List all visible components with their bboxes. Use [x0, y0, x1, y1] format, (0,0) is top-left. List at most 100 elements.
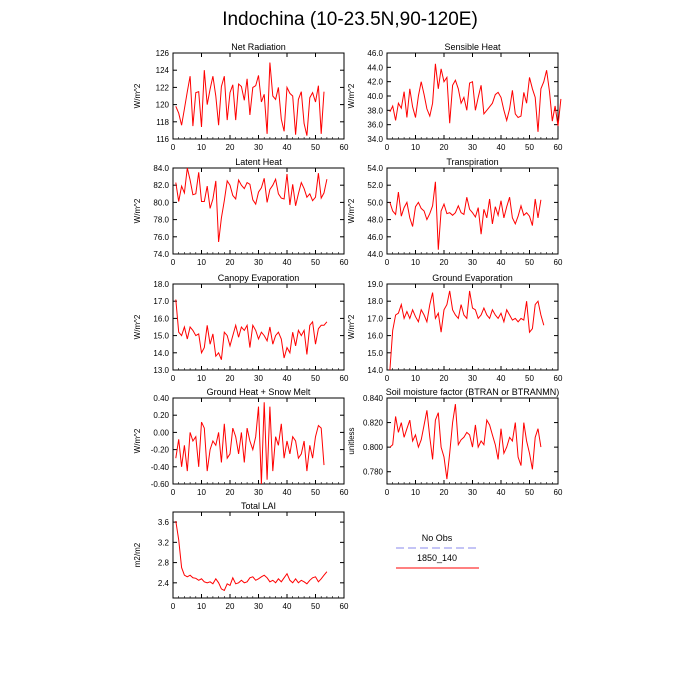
x-tick-label: 50: [311, 488, 320, 497]
x-tick-label: 10: [197, 488, 206, 497]
y-axis-label: W/m^2: [347, 83, 356, 108]
y-tick-label: 38.0: [367, 106, 383, 115]
y-tick-label: 82.0: [153, 181, 169, 190]
panel-5: Ground Evaporation W/m^2 0 10 20 30 40 50 60 14.0…: [347, 273, 563, 383]
y-tick-label: 74.0: [153, 250, 169, 259]
legend-label: 1850_140: [417, 553, 457, 563]
series-line: [389, 63, 562, 132]
series-line: [389, 404, 542, 480]
y-tick-label: 34.0: [367, 135, 383, 144]
panel-7: Soil moisture factor (BTRAN or BTRANMN) u…: [347, 387, 563, 497]
y-tick-label: 2.4: [158, 579, 170, 588]
x-tick-label: 50: [311, 602, 320, 611]
x-tick-label: 10: [197, 374, 206, 383]
legend: No Obs 1850_140: [396, 533, 479, 569]
y-tick-label: 46.0: [367, 233, 383, 242]
x-tick-label: 0: [171, 488, 176, 497]
x-tick-label: 40: [497, 143, 506, 152]
y-tick-label: 3.2: [158, 538, 170, 547]
y-tick-label: 76.0: [153, 233, 169, 242]
x-tick-label: 30: [254, 258, 263, 267]
panel-0: Net Radiation W/m^2 0 10 20 30 40 50 60 116 118 120…: [133, 42, 349, 152]
y-tick-label: 44.0: [367, 63, 383, 72]
series-line: [175, 521, 328, 592]
y-tick-label: 18.0: [367, 297, 383, 306]
x-tick-label: 40: [283, 258, 292, 267]
y-axis-label: m2/m2: [133, 542, 142, 567]
y-tick-label: 54.0: [367, 164, 383, 173]
x-tick-label: 60: [340, 374, 349, 383]
x-tick-label: 30: [254, 143, 263, 152]
x-tick-label: 60: [340, 488, 349, 497]
panel-title: Ground Heat + Snow Melt: [207, 387, 311, 397]
x-tick-label: 0: [385, 258, 390, 267]
x-tick-label: 60: [340, 602, 349, 611]
x-tick-label: 10: [411, 143, 420, 152]
y-tick-label: 36.0: [367, 121, 383, 130]
y-tick-label: 17.0: [367, 314, 383, 323]
y-tick-label: 0.780: [363, 468, 384, 477]
x-tick-label: 40: [283, 143, 292, 152]
y-tick-label: 3.6: [158, 518, 170, 527]
y-tick-label: 48.0: [367, 216, 383, 225]
x-tick-label: 10: [411, 258, 420, 267]
panel-8: Total LAI m2/m2 0 10 20 30 40 50 60 2.4 2.8 3.2 3.6: [133, 501, 349, 611]
x-tick-label: 30: [254, 602, 263, 611]
panel-title: Net Radiation: [231, 42, 286, 52]
y-axis-label: W/m^2: [133, 198, 142, 223]
legend-label: No Obs: [422, 533, 453, 543]
plot-frame: [172, 511, 345, 599]
y-tick-label: 17.0: [153, 297, 169, 306]
series-line: [175, 62, 325, 136]
x-tick-label: 30: [468, 143, 477, 152]
x-tick-label: 30: [468, 258, 477, 267]
x-tick-label: 40: [283, 488, 292, 497]
panel-title: Ground Evaporation: [432, 273, 513, 283]
x-tick-label: 50: [525, 258, 534, 267]
y-tick-label: 84.0: [153, 164, 169, 173]
x-tick-label: 10: [411, 374, 420, 383]
y-tick-label: 0.840: [363, 394, 384, 403]
x-tick-label: 60: [340, 258, 349, 267]
series-line: [175, 402, 325, 485]
panel-title: Latent Heat: [235, 157, 282, 167]
series-line: [389, 290, 545, 371]
y-tick-label: 14.0: [367, 366, 383, 375]
x-tick-label: 40: [283, 374, 292, 383]
x-tick-label: 0: [385, 143, 390, 152]
x-tick-label: 50: [525, 374, 534, 383]
plot-frame: [386, 167, 559, 255]
panel-1: Sensible Heat W/m^2 0 10 20 30 40 50 60 34.0 36.0 3…: [347, 42, 563, 152]
y-axis-label: W/m^2: [347, 198, 356, 223]
x-tick-label: 30: [468, 374, 477, 383]
panel-title: Sensible Heat: [444, 42, 501, 52]
series-line: [389, 181, 542, 250]
x-tick-label: 20: [226, 488, 235, 497]
y-tick-label: 2.8: [158, 559, 170, 568]
panel-2: Latent Heat W/m^2 0 10 20 30 40 50 60 74.0 76.0 78.…: [133, 157, 349, 267]
x-tick-label: 10: [197, 258, 206, 267]
x-tick-label: 30: [254, 374, 263, 383]
x-tick-label: 0: [385, 374, 390, 383]
y-tick-label: 14.0: [153, 349, 169, 358]
y-tick-label: 0.40: [153, 394, 169, 403]
x-tick-label: 20: [226, 602, 235, 611]
panel-3: Transpiration W/m^2 0 10 20 30 40 50 60 44.0 46.0 4…: [347, 157, 563, 267]
x-tick-label: 60: [554, 143, 563, 152]
x-tick-label: 0: [385, 488, 390, 497]
y-tick-label: 124: [156, 66, 170, 75]
y-tick-label: 0.820: [363, 419, 384, 428]
x-tick-label: 40: [283, 602, 292, 611]
y-tick-label: 122: [156, 83, 170, 92]
y-tick-label: 15.0: [367, 349, 383, 358]
x-tick-label: 20: [440, 258, 449, 267]
y-tick-label: 78.0: [153, 216, 169, 225]
y-tick-label: 16.0: [153, 314, 169, 323]
panel-title: Canopy Evaporation: [218, 273, 300, 283]
x-tick-label: 40: [497, 258, 506, 267]
y-tick-label: 18.0: [153, 280, 169, 289]
y-tick-label: 44.0: [367, 250, 383, 259]
x-tick-label: 0: [171, 143, 176, 152]
x-tick-label: 10: [411, 488, 420, 497]
x-tick-label: 20: [226, 143, 235, 152]
